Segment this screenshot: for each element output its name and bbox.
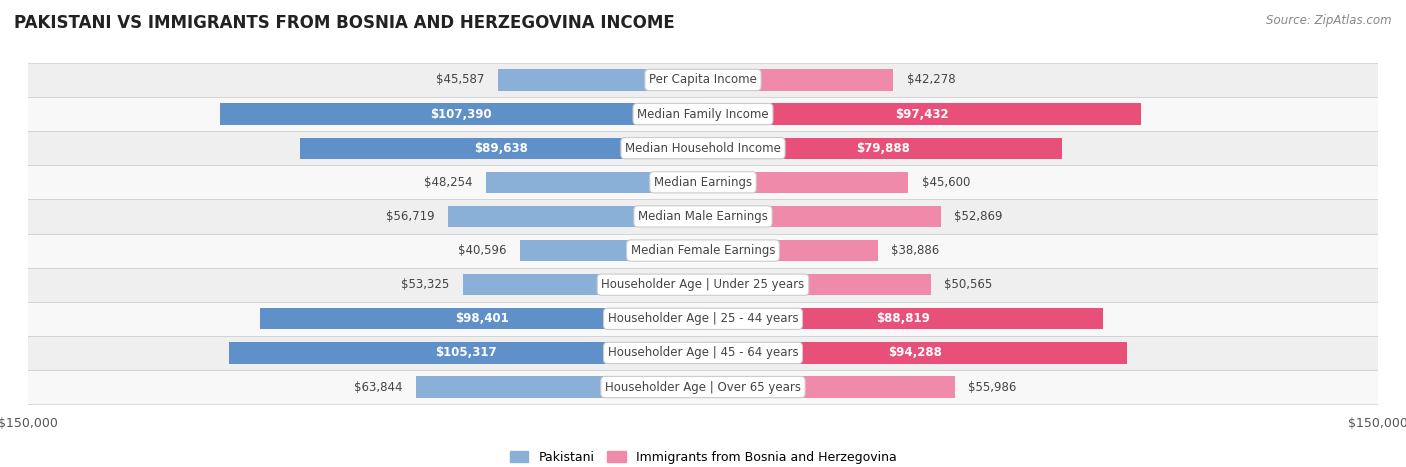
Text: $94,288: $94,288 xyxy=(889,347,942,360)
Bar xyxy=(703,308,1102,329)
Text: $98,401: $98,401 xyxy=(454,312,509,325)
FancyBboxPatch shape xyxy=(20,165,1386,199)
Text: $40,596: $40,596 xyxy=(458,244,506,257)
Text: Householder Age | Under 25 years: Householder Age | Under 25 years xyxy=(602,278,804,291)
Bar xyxy=(703,342,1128,363)
Bar xyxy=(299,138,703,159)
Text: Source: ZipAtlas.com: Source: ZipAtlas.com xyxy=(1267,14,1392,27)
FancyBboxPatch shape xyxy=(20,268,1386,302)
Bar xyxy=(703,240,877,261)
Text: $89,638: $89,638 xyxy=(474,142,529,155)
Bar xyxy=(229,342,703,363)
Text: $48,254: $48,254 xyxy=(423,176,472,189)
Text: PAKISTANI VS IMMIGRANTS FROM BOSNIA AND HERZEGOVINA INCOME: PAKISTANI VS IMMIGRANTS FROM BOSNIA AND … xyxy=(14,14,675,32)
Text: $55,986: $55,986 xyxy=(969,381,1017,394)
Text: $53,325: $53,325 xyxy=(401,278,450,291)
Text: $79,888: $79,888 xyxy=(856,142,910,155)
Bar xyxy=(703,274,931,295)
Bar xyxy=(703,376,955,398)
Bar xyxy=(703,104,1142,125)
Text: $105,317: $105,317 xyxy=(436,347,496,360)
Text: Householder Age | 25 - 44 years: Householder Age | 25 - 44 years xyxy=(607,312,799,325)
Bar xyxy=(260,308,703,329)
Text: Median Household Income: Median Household Income xyxy=(626,142,780,155)
Text: $56,719: $56,719 xyxy=(385,210,434,223)
Bar xyxy=(447,206,703,227)
Text: $45,587: $45,587 xyxy=(436,73,485,86)
Bar xyxy=(219,104,703,125)
Legend: Pakistani, Immigrants from Bosnia and Herzegovina: Pakistani, Immigrants from Bosnia and He… xyxy=(505,446,901,467)
Bar xyxy=(703,138,1063,159)
FancyBboxPatch shape xyxy=(20,302,1386,336)
Text: $63,844: $63,844 xyxy=(354,381,402,394)
FancyBboxPatch shape xyxy=(20,199,1386,234)
Text: $50,565: $50,565 xyxy=(943,278,993,291)
Bar xyxy=(498,69,703,91)
Text: Median Male Earnings: Median Male Earnings xyxy=(638,210,768,223)
Text: Median Female Earnings: Median Female Earnings xyxy=(631,244,775,257)
Text: $38,886: $38,886 xyxy=(891,244,939,257)
FancyBboxPatch shape xyxy=(20,97,1386,131)
Text: Householder Age | Over 65 years: Householder Age | Over 65 years xyxy=(605,381,801,394)
Bar xyxy=(703,69,893,91)
Bar xyxy=(520,240,703,261)
FancyBboxPatch shape xyxy=(20,63,1386,97)
FancyBboxPatch shape xyxy=(20,336,1386,370)
Text: $107,390: $107,390 xyxy=(430,107,492,120)
Bar xyxy=(416,376,703,398)
Text: $45,600: $45,600 xyxy=(922,176,970,189)
Text: Median Earnings: Median Earnings xyxy=(654,176,752,189)
Text: $52,869: $52,869 xyxy=(955,210,1002,223)
Text: Per Capita Income: Per Capita Income xyxy=(650,73,756,86)
Text: Householder Age | 45 - 64 years: Householder Age | 45 - 64 years xyxy=(607,347,799,360)
Text: Median Family Income: Median Family Income xyxy=(637,107,769,120)
Text: $42,278: $42,278 xyxy=(907,73,955,86)
FancyBboxPatch shape xyxy=(20,131,1386,165)
Bar xyxy=(703,172,908,193)
FancyBboxPatch shape xyxy=(20,234,1386,268)
Text: $88,819: $88,819 xyxy=(876,312,929,325)
Bar xyxy=(703,206,941,227)
Bar xyxy=(486,172,703,193)
FancyBboxPatch shape xyxy=(20,370,1386,404)
Bar xyxy=(463,274,703,295)
Text: $97,432: $97,432 xyxy=(896,107,949,120)
